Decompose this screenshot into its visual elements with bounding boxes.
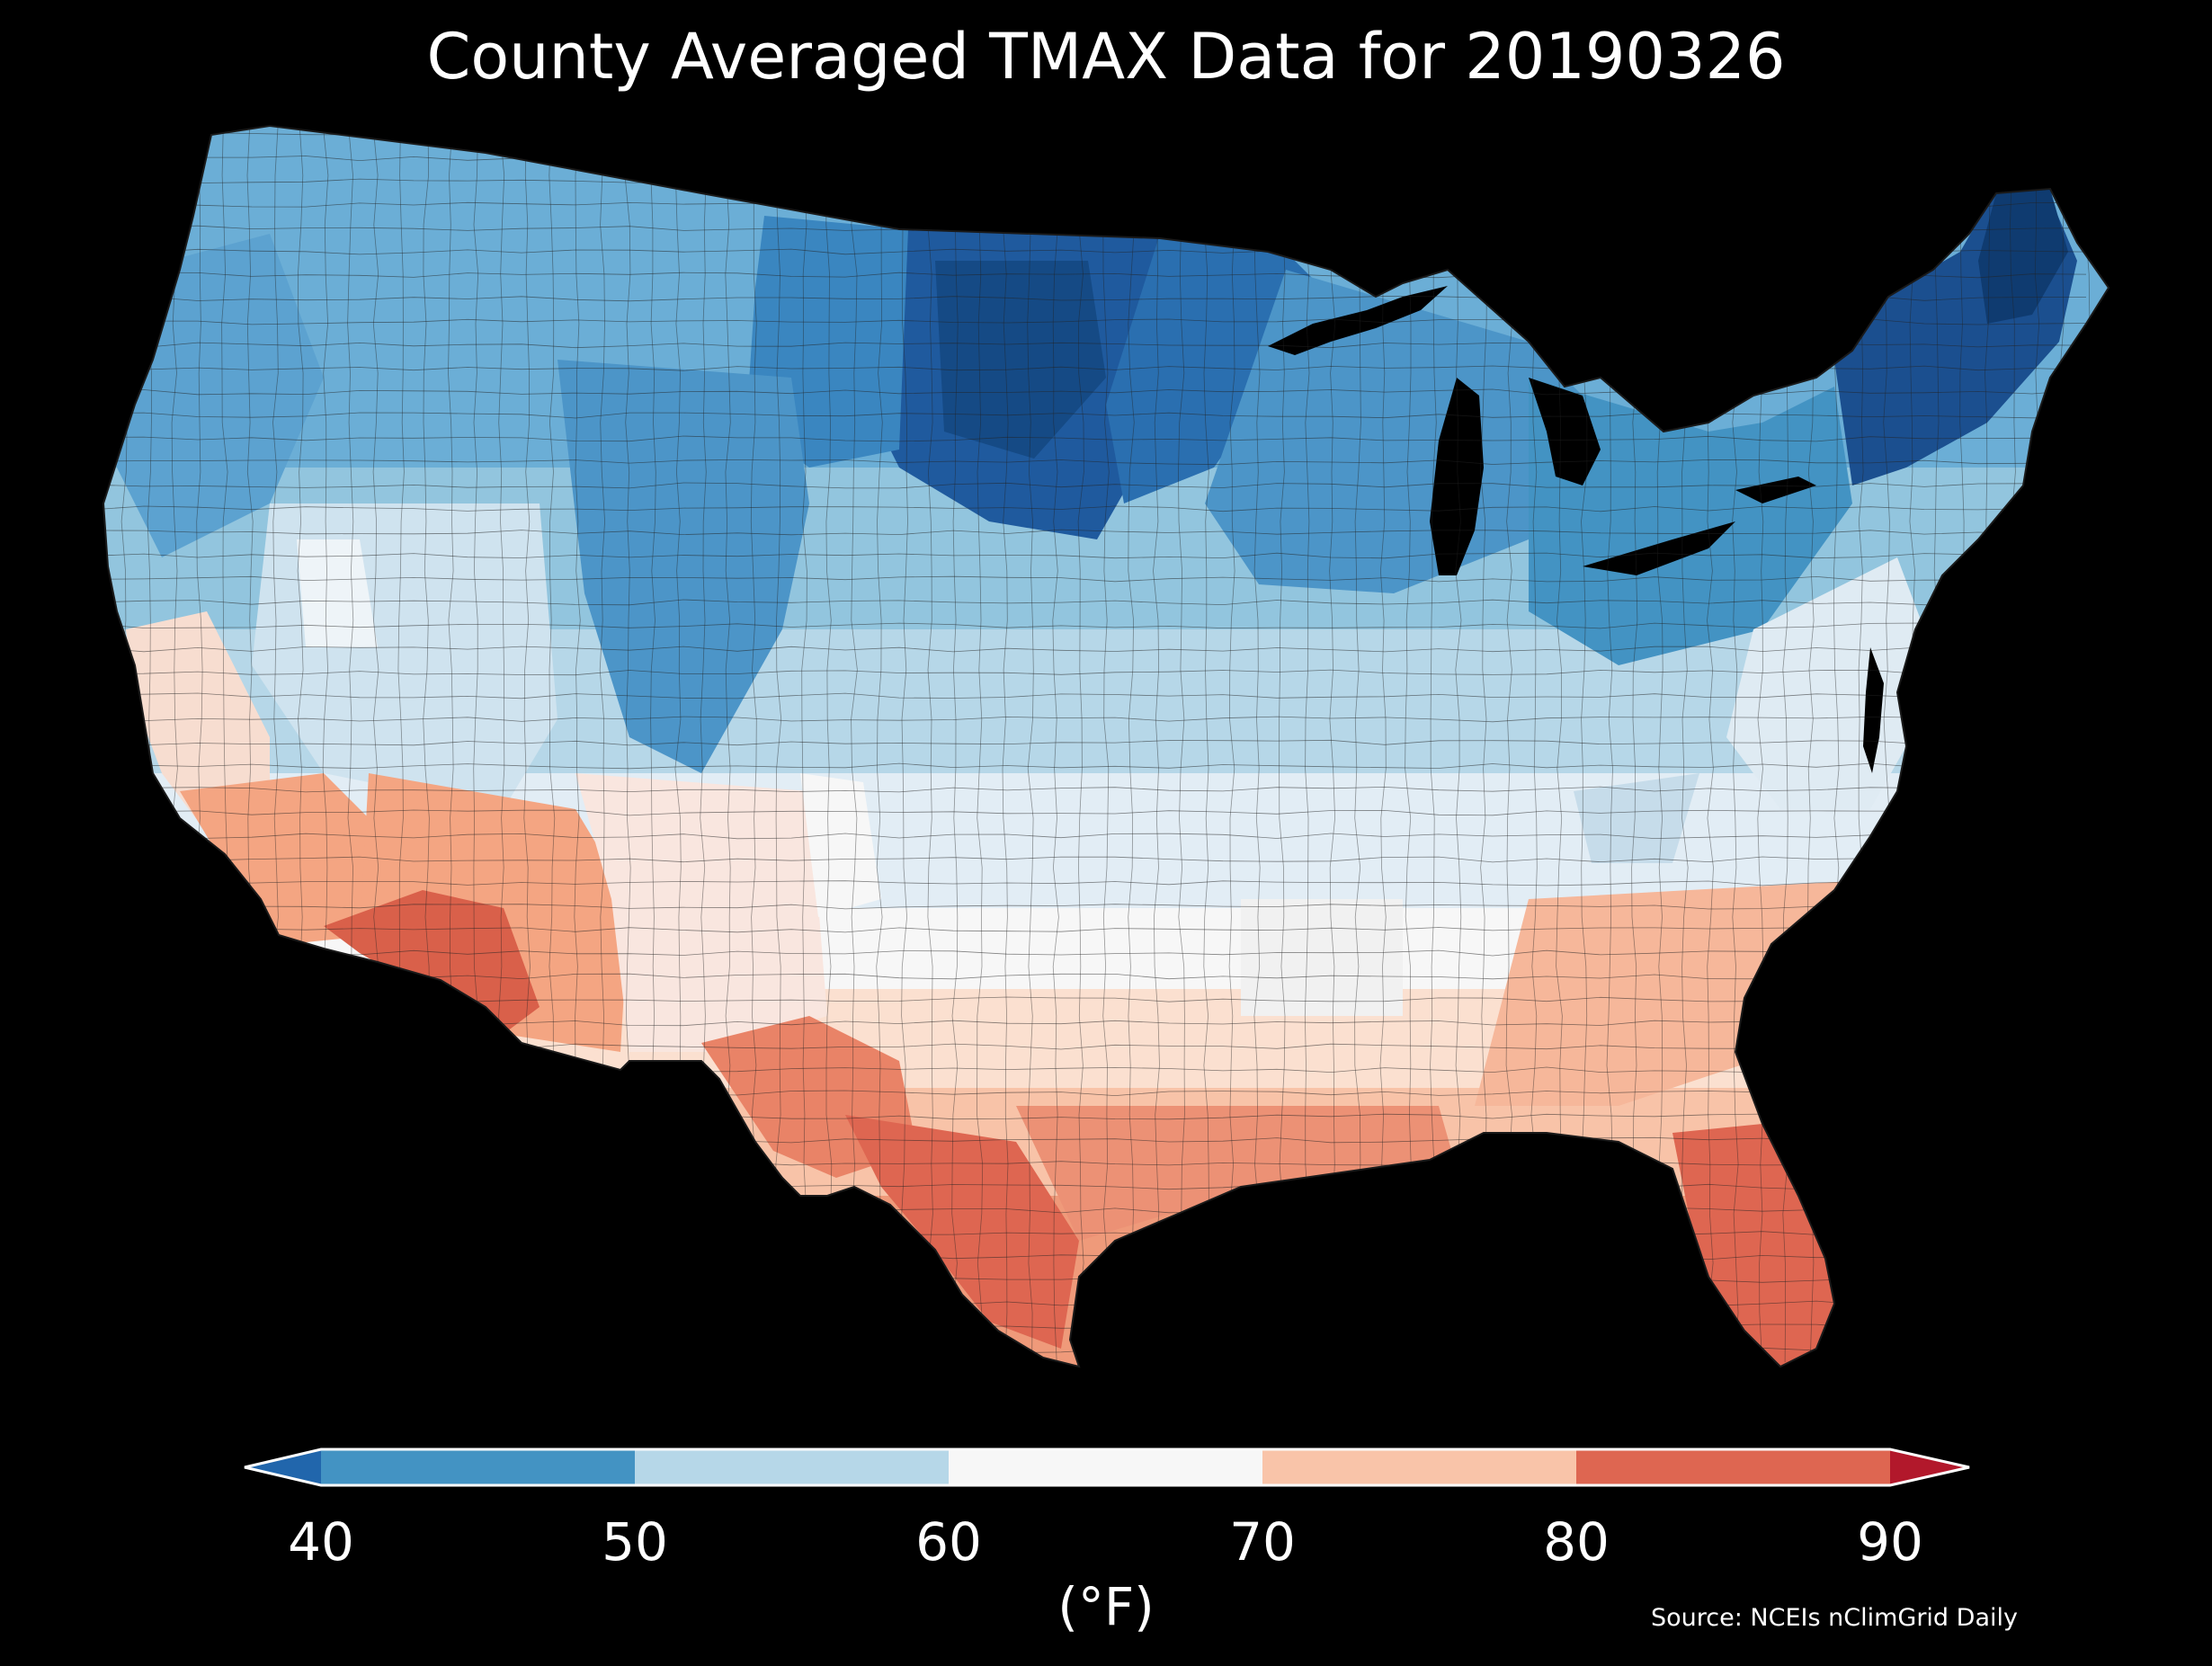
region-nevada-white: [297, 539, 378, 647]
colorbar-units-label: (°F): [1057, 1576, 1155, 1637]
colorbar-bin-80-90: [1576, 1449, 1890, 1485]
colorbar-tick-label: 80: [1543, 1511, 1610, 1572]
colorbar-bin-70-80: [1262, 1449, 1576, 1485]
lake-huron: [1529, 378, 1601, 486]
colorbar-bin-40-50: [321, 1449, 635, 1485]
region-pacific-northwest: [117, 234, 324, 557]
region-appalachia: [1574, 773, 1699, 863]
colorbar-extend-high: [1890, 1449, 1969, 1485]
colorbar-bin-60-70: [949, 1449, 1262, 1485]
map-title: County Averaged TMAX Data for 20190326: [426, 20, 1786, 94]
region-minnesota: [1106, 234, 1331, 503]
colorbar-extend-low: [245, 1449, 321, 1485]
chesapeake-bay: [1863, 647, 1884, 773]
region-lower-mississippi: [1241, 899, 1403, 1016]
colorbar-tick-label: 60: [915, 1511, 982, 1572]
region-sw-arizona-hot: [324, 890, 540, 1034]
source-credit: Source: NCEIs nClimGrid Daily: [1651, 1604, 2018, 1632]
region-colorado-rockies: [557, 360, 809, 773]
colorbar-tick-label: 40: [288, 1511, 354, 1572]
lake-ontario: [1735, 477, 1816, 503]
region-new-mexico: [575, 773, 827, 1052]
region-south-texas: [845, 1115, 1079, 1349]
region-maine-core: [1978, 189, 2068, 324]
colorbar-tick-label: 70: [1229, 1511, 1296, 1572]
region-dakotas-core: [935, 261, 1106, 459]
colorbar-tick-label: 50: [602, 1511, 668, 1572]
lake-erie: [1583, 521, 1735, 575]
colorbar-tick-label: 90: [1857, 1511, 1923, 1572]
colorbar-outline: [244, 1448, 1970, 1487]
region-great-lakes: [1529, 378, 1852, 665]
lake-michigan: [1430, 378, 1484, 575]
colorbar-bin-50-60: [635, 1449, 949, 1485]
